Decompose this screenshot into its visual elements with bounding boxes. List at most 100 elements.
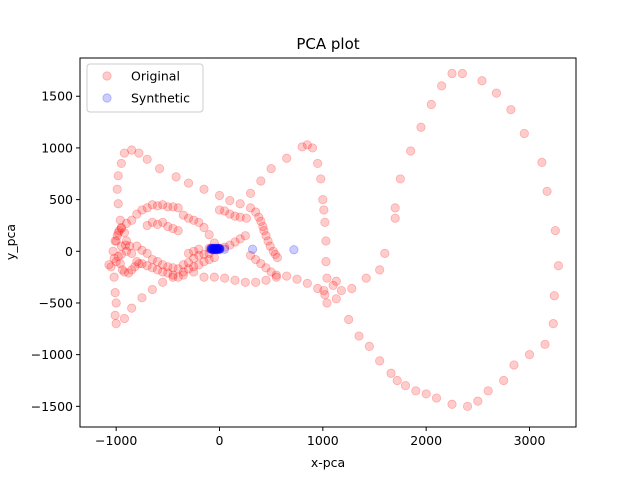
synthetic-point-13 (210, 243, 220, 253)
original-point-129 (130, 262, 140, 272)
synthetic-point-3 (209, 244, 219, 254)
original-point-76 (189, 215, 199, 225)
original-point-134 (116, 249, 126, 259)
original-point-49 (251, 277, 261, 287)
original-point-70 (158, 200, 168, 210)
original-point-39 (147, 284, 157, 295)
y-tick-label: 500 (49, 192, 73, 207)
synthetic-point-23 (212, 244, 222, 255)
original-point-38 (137, 293, 147, 303)
synthetic-point-0 (206, 244, 216, 254)
original-point-157 (235, 212, 245, 222)
original-point-182 (364, 341, 374, 351)
original-point-81 (108, 246, 118, 256)
original-point-92 (147, 263, 157, 273)
original-point-187 (411, 386, 421, 396)
original-point-126 (119, 267, 130, 277)
original-point-218 (375, 265, 385, 275)
original-point-176 (320, 217, 330, 227)
original-point-127 (123, 268, 134, 278)
original-point-202 (542, 186, 552, 196)
original-point-147 (214, 243, 225, 253)
original-point-62 (116, 222, 126, 233)
y-axis-ticks: −1500 −1000 −500 0 500 1000 1500 (31, 89, 80, 414)
synthetic-point-8 (214, 244, 225, 254)
original-point-18 (263, 236, 273, 246)
original-point-93 (152, 265, 163, 275)
original-point-7 (199, 184, 209, 194)
synthetic-point-19 (208, 243, 218, 253)
synthetic-point-2 (208, 244, 218, 254)
original-point-149 (225, 240, 235, 250)
original-point-71 (163, 202, 173, 212)
original-point-104 (209, 252, 219, 263)
original-point-138 (152, 219, 163, 230)
points-layer (104, 68, 564, 411)
original-point-204 (519, 128, 529, 139)
original-point-26 (113, 199, 123, 209)
original-point-80 (209, 238, 219, 248)
original-point-205 (506, 105, 516, 115)
original-point-178 (321, 257, 331, 267)
original-point-57 (320, 290, 330, 300)
original-point-42 (178, 270, 188, 280)
original-point-145 (194, 244, 204, 254)
original-point-66 (137, 205, 147, 215)
original-point-214 (395, 174, 405, 184)
original-point-30 (111, 257, 121, 267)
original-point-201 (550, 226, 560, 236)
original-point-5 (171, 172, 181, 182)
synthetic-point-17 (214, 245, 225, 255)
original-point-220 (347, 283, 357, 294)
original-point-161 (256, 259, 266, 269)
original-point-97 (173, 272, 183, 282)
original-point-110 (158, 260, 168, 270)
original-point-186 (400, 381, 411, 391)
synthetic-point-14 (211, 245, 221, 255)
original-point-164 (271, 270, 281, 280)
original-point-96 (168, 270, 178, 280)
original-point-107 (142, 248, 152, 258)
synthetic-point-21 (210, 243, 220, 253)
synthetic-point-22 (211, 244, 221, 254)
original-point-55 (313, 283, 323, 294)
original-point-130 (134, 259, 144, 269)
original-point-212 (416, 122, 426, 132)
original-point-188 (421, 389, 431, 399)
original-point-143 (183, 248, 194, 258)
original-point-25 (112, 184, 122, 194)
original-point-200 (553, 261, 564, 271)
original-point-170 (302, 140, 312, 150)
synthetic-point-24 (213, 243, 223, 253)
original-point-95 (163, 268, 173, 278)
original-point-206 (491, 88, 502, 98)
original-point-22 (272, 252, 282, 263)
original-point-90 (137, 259, 147, 269)
original-point-215 (390, 203, 400, 213)
original-point-46 (220, 273, 230, 283)
legend-box (86, 63, 204, 113)
original-point-146 (204, 243, 214, 253)
synthetic-point-11 (208, 243, 218, 253)
legend-marker-original (102, 71, 112, 81)
original-point-108 (147, 254, 157, 265)
x-axis-label: x-pca (311, 455, 345, 470)
original-point-135 (120, 240, 131, 250)
synthetic-point-6 (212, 243, 223, 253)
original-point-116 (189, 253, 199, 264)
synthetic-point-27 (215, 244, 225, 254)
original-point-29 (112, 231, 122, 241)
original-point-86 (121, 236, 132, 246)
original-point-52 (282, 271, 292, 281)
synthetic-point-16 (213, 243, 224, 253)
original-point-31 (109, 272, 119, 282)
original-point-33 (111, 298, 121, 308)
legend-label-synthetic: Synthetic (131, 91, 190, 106)
original-point-12 (251, 207, 261, 217)
original-point-111 (163, 262, 173, 272)
y-tick-label: 0 (65, 244, 73, 259)
original-point-139 (158, 217, 168, 227)
original-point-43 (189, 267, 199, 277)
original-point-51 (271, 272, 281, 282)
